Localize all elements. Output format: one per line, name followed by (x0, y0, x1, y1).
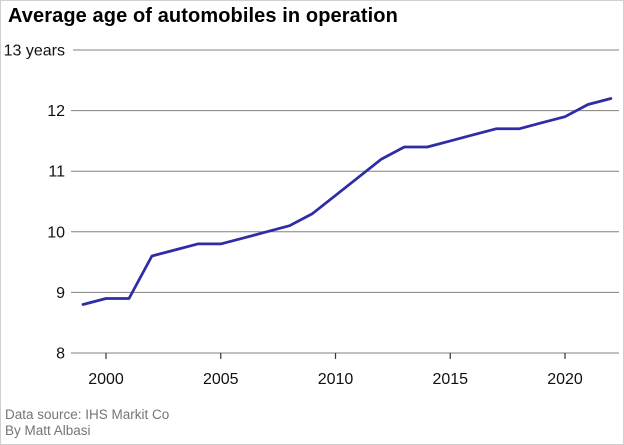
y-axis-label: 8 (56, 346, 65, 363)
chart-footer: Data source: IHS Markit Co By Matt Albas… (5, 407, 169, 439)
data-source-credit: Data source: IHS Markit Co (5, 407, 170, 422)
x-axis-label: 2005 (203, 371, 239, 388)
y-axis-label: 9 (56, 285, 65, 302)
x-axis-label: 2010 (318, 371, 354, 388)
x-axis-label: 2015 (432, 371, 468, 388)
y-axis-label: 13 years (4, 43, 65, 60)
y-axis-label: 10 (47, 224, 65, 241)
x-axis-label: 2000 (88, 371, 124, 388)
chart-title: Average age of automobiles in operation (8, 5, 398, 27)
average-age-data-line (81, 97, 613, 306)
y-axis-label: 11 (48, 164, 65, 181)
y-axis-label: 12 (47, 103, 65, 120)
x-axis-label: 2020 (547, 371, 583, 388)
author-byline: By Matt Albasi (5, 423, 91, 438)
